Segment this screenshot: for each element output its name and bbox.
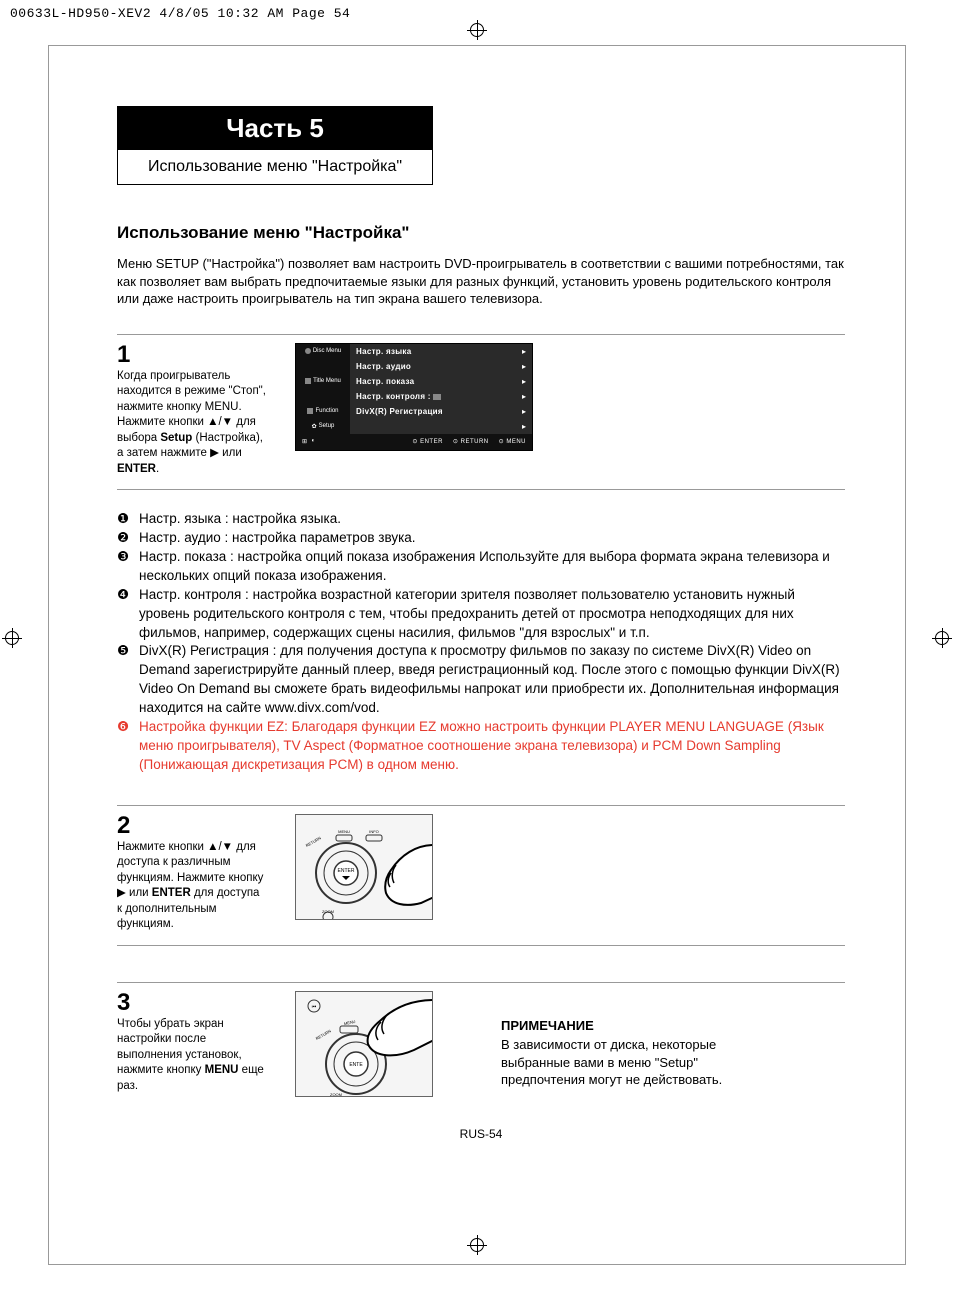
osd-item-4: DivX(R) Регистрация	[350, 407, 516, 416]
remote-illustration-enter: ENTER MENU INFO RETURN ZOOM	[295, 814, 433, 920]
step-2-number: 2	[117, 814, 267, 838]
svg-text:ZOOM: ZOOM	[330, 1092, 342, 1097]
chapter-title: Часть 5	[118, 107, 432, 150]
step-1-body-c: .	[156, 463, 159, 475]
crop-mark-right	[932, 628, 952, 648]
osd-arrow-0: ▸	[516, 347, 532, 356]
page-number: RUS-54	[117, 1127, 845, 1141]
step-3-bold-menu: MENU	[205, 1064, 239, 1076]
osd-screenshot: Disc Menu Настр. языка ▸ Настр. аудио ▸ …	[295, 343, 533, 451]
list-item-2: ❷ Настр. аудио : настройка параметров зв…	[117, 529, 845, 548]
osd-arrow-2: ▸	[516, 377, 532, 386]
list-text-1: Настр. языка : настройка языка.	[139, 510, 845, 529]
osd-arrow-5: ▸	[516, 422, 532, 431]
list-num-4: ❹	[117, 586, 135, 605]
osd-left-blank-2	[296, 389, 350, 404]
note-block: ПРИМЕЧАНИЕ В зависимости от диска, некот…	[501, 1017, 781, 1089]
step-2-text: 2 Нажмите кнопки ▲/▼ для доступа к разли…	[117, 814, 267, 933]
osd-arrow-4: ▸	[516, 407, 532, 416]
list-num-2: ❷	[117, 529, 135, 548]
svg-text:ENTER: ENTER	[338, 868, 355, 874]
step-3-number: 3	[117, 991, 267, 1015]
step-1-bold-enter: ENTER	[117, 463, 156, 475]
step-3-row: 3 Чтобы убрать экран настройки после вып…	[117, 991, 845, 1097]
osd-left-function: Function	[296, 404, 350, 419]
step-1-text: 1 Когда проигрыватель находится в режиме…	[117, 343, 267, 478]
separator-2-top	[117, 805, 845, 806]
osd-item-2: Настр. показа	[350, 377, 516, 386]
step-2-bold-enter: ENTER	[152, 887, 191, 899]
intro-paragraph: Меню SETUP ("Настройка") позволяет вам н…	[117, 255, 845, 308]
separator-3-top	[117, 982, 845, 983]
osd-left-setup: ✿Setup	[296, 419, 350, 434]
osd-left-blank-1	[296, 359, 350, 374]
list-num-1: ❶	[117, 510, 135, 529]
osd-footer-return: ⊙ RETURN	[453, 438, 489, 445]
step-2-row: 2 Нажмите кнопки ▲/▼ для доступа к разли…	[117, 814, 845, 933]
osd-item-0: Настр. языка	[350, 347, 516, 356]
osd-arrow-3: ▸	[516, 392, 532, 401]
osd-item-3: Настр. контроля :	[350, 392, 516, 401]
section-title: Использование меню "Настройка"	[117, 223, 845, 243]
list-item-1: ❶ Настр. языка : настройка языка.	[117, 510, 845, 529]
menu-items-list: ❶ Настр. языка : настройка языка. ❷ Наст…	[117, 510, 845, 774]
page-frame: Часть 5 Использование меню "Настройка" И…	[48, 45, 906, 1265]
list-text-4: Настр. контроля : настройка возрастной к…	[139, 586, 845, 643]
list-item-5: ❺ DivX(R) Регистрация : для получения до…	[117, 642, 845, 718]
crop-mark-top	[467, 20, 487, 40]
list-text-3: Настр. показа : настройка опций показа и…	[139, 548, 845, 586]
step-3-text: 3 Чтобы убрать экран настройки после вып…	[117, 991, 267, 1095]
list-item-3: ❸ Настр. показа : настройка опций показа…	[117, 548, 845, 586]
list-text-6: Настройка функции EZ: Благодаря функции …	[139, 718, 845, 775]
list-item-6: ❻ Настройка функции EZ: Благодаря функци…	[117, 718, 845, 775]
chapter-subtitle: Использование меню "Настройка"	[118, 150, 432, 184]
osd-footer-menu: ⊙ MENU	[499, 438, 526, 445]
crop-mark-left	[2, 628, 22, 648]
osd-footer: ⊞◐ ⊙ ENTER ⊙ RETURN ⊙ MENU	[296, 434, 532, 450]
osd-left-title-menu: Title Menu	[296, 374, 350, 389]
step-1-row: 1 Когда проигрыватель находится в режиме…	[117, 334, 845, 491]
separator-2-bottom	[117, 945, 845, 946]
list-num-5: ❺	[117, 642, 135, 661]
list-num-3: ❸	[117, 548, 135, 567]
step-1-number: 1	[117, 343, 267, 367]
osd-footer-enter: ⊙ ENTER	[412, 438, 443, 445]
remote-illustration-menu: ⏮ ENTE MENU DISC MENU RETURN ZOOM	[295, 991, 433, 1097]
step-1-bold-setup: Setup	[160, 432, 192, 444]
list-text-2: Настр. аудио : настройка параметров звук…	[139, 529, 845, 548]
osd-item-1: Настр. аудио	[350, 362, 516, 371]
note-body: В зависимости от диска, некоторые выбран…	[501, 1036, 781, 1089]
svg-text:MENU: MENU	[338, 829, 350, 834]
osd-left-disc-menu: Disc Menu	[296, 344, 350, 359]
svg-text:ENTE: ENTE	[349, 1062, 363, 1068]
list-num-6: ❻	[117, 718, 135, 737]
osd-arrow-1: ▸	[516, 362, 532, 371]
chapter-box: Часть 5 Использование меню "Настройка"	[117, 106, 433, 185]
svg-text:⏮: ⏮	[312, 1004, 317, 1010]
svg-text:INFO: INFO	[369, 829, 379, 834]
list-text-5: DivX(R) Регистрация : для получения дост…	[139, 642, 845, 718]
list-item-4: ❹ Настр. контроля : настройка возрастной…	[117, 586, 845, 643]
note-title: ПРИМЕЧАНИЕ	[501, 1017, 781, 1035]
